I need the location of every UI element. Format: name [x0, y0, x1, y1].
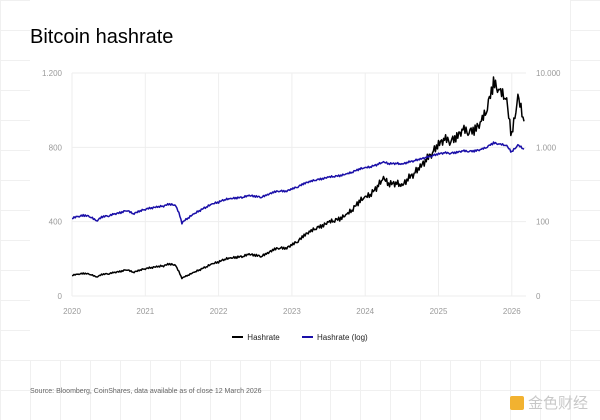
- left-tick-label: 0: [58, 292, 63, 301]
- legend-label: Hashrate: [247, 332, 280, 342]
- left-tick-label: 800: [49, 143, 63, 152]
- x-tick-label: 2023: [283, 307, 301, 316]
- right-tick-label: 0: [536, 292, 541, 301]
- legend-swatch-icon: [232, 336, 244, 338]
- left-tick-label: 400: [49, 218, 63, 227]
- right-tick-label: 10.000: [536, 69, 561, 78]
- watermark-logo: 金色财经: [509, 392, 588, 413]
- x-tick-label: 2020: [63, 307, 81, 316]
- legend-swatch-icon: [302, 336, 313, 338]
- series-line-hashrate: [71, 76, 525, 280]
- legend: Hashrate Hashrate (log): [0, 331, 600, 342]
- x-tick-label: 2024: [356, 307, 374, 316]
- right-tick-label: 1.000: [536, 143, 557, 152]
- source-note: Source: Bloomberg, CoinShares, data avai…: [30, 388, 262, 395]
- x-tick-label: 2022: [210, 307, 228, 316]
- x-tick-label: 2026: [503, 307, 521, 316]
- series-line-hashrate-log: [71, 141, 525, 225]
- x-tick-label: 2021: [136, 307, 154, 316]
- chart-card: [30, 0, 570, 360]
- legend-item-hashrate: Hashrate: [232, 332, 280, 342]
- legend-item-hashrate-log: Hashrate (log): [302, 333, 368, 342]
- watermark-text: 金色财经: [527, 395, 588, 412]
- right-tick-label: 100: [536, 218, 550, 227]
- logo-icon: [509, 395, 524, 410]
- x-tick-label: 2025: [430, 307, 448, 316]
- chart-title: Bitcoin hashrate: [30, 26, 174, 48]
- left-tick-label: 1.200: [42, 69, 63, 78]
- legend-label: Hashrate (log): [317, 332, 368, 342]
